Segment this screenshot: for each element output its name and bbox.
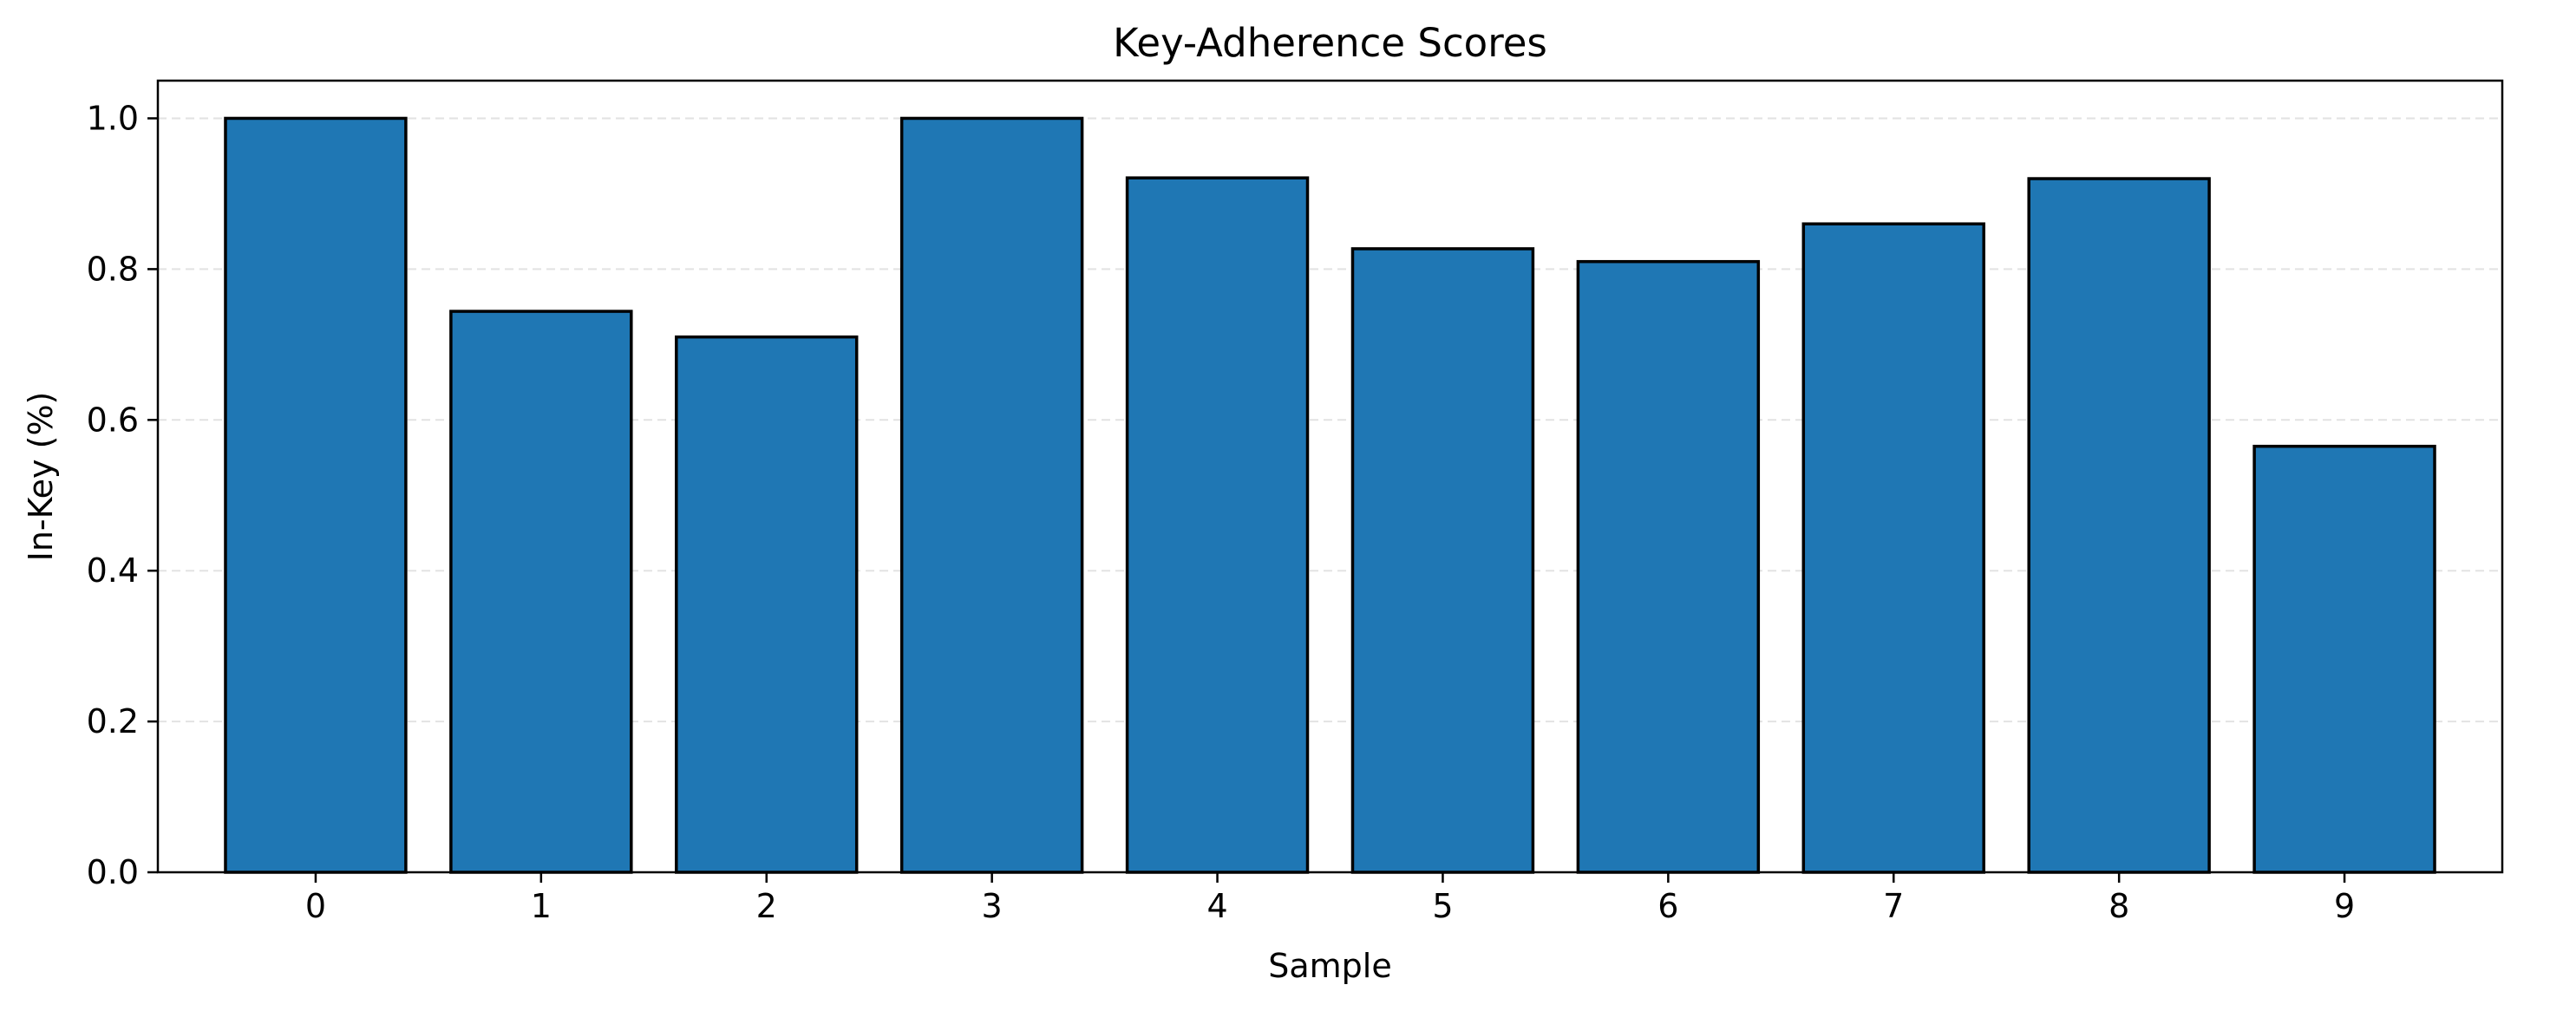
bar-9 bbox=[2252, 444, 2436, 874]
x-tick-label: 5 bbox=[1432, 887, 1453, 925]
x-tick-label: 6 bbox=[1657, 887, 1678, 925]
y-tick-label: 0.8 bbox=[87, 250, 139, 288]
bar-8 bbox=[2027, 177, 2211, 874]
bar-4 bbox=[1125, 176, 1310, 874]
x-tick-label: 9 bbox=[2334, 887, 2355, 925]
y-tick-label: 0.4 bbox=[87, 551, 139, 590]
y-tick-label: 1.0 bbox=[87, 99, 139, 137]
plot-frame bbox=[156, 79, 2504, 874]
x-tick-label: 7 bbox=[1883, 887, 1904, 925]
x-tick-label: 1 bbox=[531, 887, 552, 925]
bar-0 bbox=[224, 116, 408, 874]
y-tick-label: 0.0 bbox=[87, 853, 139, 891]
chart-title: Key-Adherence Scores bbox=[1113, 20, 1547, 66]
x-tick-label: 8 bbox=[2109, 887, 2129, 925]
x-tick-label: 0 bbox=[305, 887, 326, 925]
x-tick-label: 3 bbox=[982, 887, 1003, 925]
bar-5 bbox=[1350, 247, 1535, 874]
y-axis-label: In-Key (%) bbox=[22, 392, 60, 562]
x-tick-label: 4 bbox=[1206, 887, 1227, 925]
bar-7 bbox=[1801, 222, 1985, 874]
bar-6 bbox=[1576, 259, 1761, 874]
x-tick-label: 2 bbox=[756, 887, 777, 925]
y-ticks: 0.0 0.2 0.4 0.6 0.8 1.0 bbox=[87, 99, 158, 891]
x-ticks: 0 1 2 3 4 5 6 7 8 9 bbox=[305, 872, 2355, 925]
bar-1 bbox=[449, 310, 633, 874]
y-tick-label: 0.2 bbox=[87, 702, 139, 740]
bar-2 bbox=[675, 335, 859, 874]
y-tick-label: 0.6 bbox=[87, 401, 139, 439]
x-axis-label: Sample bbox=[1268, 947, 1391, 985]
bar-layer bbox=[224, 116, 2436, 874]
bar-3 bbox=[899, 116, 1084, 874]
